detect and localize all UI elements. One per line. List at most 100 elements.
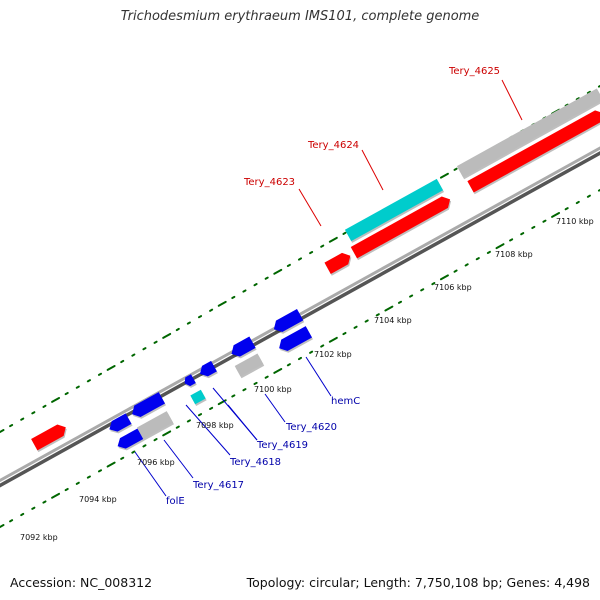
genome-backbone [0, 146, 600, 488]
gene-label-tery-4625[interactable]: Tery_4625 [448, 66, 500, 77]
upper-tick [153, 340, 158, 344]
gene-tery-4624-forward [350, 196, 451, 259]
gene-fole [117, 428, 144, 449]
lower-tick [20, 512, 25, 517]
lower-tick [153, 438, 158, 442]
gene-tery-4625 [467, 110, 600, 193]
lower-tick [186, 419, 191, 423]
upper-tick [64, 391, 69, 396]
lower-tick [575, 200, 580, 205]
upper-tick [97, 372, 103, 376]
gene-label-fole[interactable]: folE [166, 496, 185, 507]
leader-line [163, 439, 194, 479]
lower-tick [586, 194, 591, 198]
upper-tick [209, 308, 214, 312]
leader-line [134, 451, 167, 497]
lower-tick [264, 375, 269, 379]
upper-tick [106, 364, 116, 371]
upper-tick [597, 84, 600, 88]
topology-text: Topology: circular; Length: 7,750,108 bp… [246, 575, 590, 590]
gene-reverse [273, 309, 304, 333]
gene-label-tery-4623[interactable]: Tery_4623 [243, 177, 295, 188]
gene-hemc [279, 326, 313, 352]
leader-line [305, 356, 332, 397]
lower-tick [431, 282, 436, 286]
upper-tick [264, 276, 269, 280]
gene-label-tery-4624[interactable]: Tery_4624 [307, 140, 359, 151]
upper-tick [9, 424, 14, 428]
gene-label-tery-4619[interactable]: Tery_4619 [256, 440, 308, 451]
lower-tick [142, 444, 147, 448]
lower-tick [464, 263, 469, 267]
gene-forward [31, 424, 66, 451]
map-title: Trichodesmium erythraeum IMS101, complet… [120, 9, 480, 24]
upper-tick [586, 90, 591, 94]
lower-tick [42, 500, 47, 504]
lower-tick [131, 450, 136, 454]
lower-tick [375, 313, 380, 317]
lower-tick [75, 481, 80, 485]
upper-tick [439, 172, 449, 179]
gene-rna [344, 178, 444, 242]
lower-tick [439, 274, 449, 281]
scale-label: 7104 kbp [374, 316, 412, 325]
upper-tick [162, 332, 172, 339]
gene-reverse [109, 413, 132, 432]
lower-tick [353, 325, 358, 329]
upper-tick [20, 417, 25, 421]
upper-tick [42, 404, 47, 408]
leader-line [298, 188, 322, 227]
lower-tick [273, 368, 283, 374]
upper-tick [575, 97, 580, 101]
label-leader-lines [134, 79, 523, 497]
upper-tick [142, 347, 147, 351]
upper-tick [253, 283, 258, 287]
lower-tick [342, 331, 347, 336]
gene-label-tery-4618[interactable]: Tery_4618 [229, 457, 281, 468]
upper-tick [342, 231, 347, 235]
leader-line [501, 79, 523, 121]
gene-label-hemc[interactable]: hemC [331, 396, 360, 407]
upper-tick [273, 268, 283, 275]
lower-tick [384, 305, 394, 312]
upper-tick [328, 236, 338, 243]
lower-tick [320, 344, 325, 348]
gene-reverse [200, 360, 217, 377]
gene-tery-4623 [324, 252, 351, 274]
gene-other-grey [136, 411, 174, 439]
upper-tick [75, 385, 80, 389]
lower-tick [197, 413, 203, 417]
lower-tick [106, 461, 116, 468]
gene-rna-small [190, 389, 206, 405]
lower-tick [364, 319, 369, 323]
upper-tick [197, 315, 203, 319]
lower-tick [542, 219, 547, 223]
gene-label-tery-4617[interactable]: Tery_4617 [192, 480, 244, 491]
gene-reverse [184, 374, 196, 387]
accession-text: Accession: NC_008312 [10, 575, 153, 590]
scale-label: 7094 kbp [79, 495, 117, 504]
scale-label: 7098 kbp [196, 421, 234, 430]
gene-reverse [132, 392, 166, 418]
lower-tick [397, 300, 403, 304]
scale-label: 7110 kbp [556, 217, 594, 226]
lower-tick [531, 225, 536, 230]
upper-tick [286, 263, 291, 267]
upper-tick [453, 167, 458, 171]
lower-tick [475, 257, 480, 261]
lower-tick [31, 506, 36, 510]
upper-tick [186, 321, 191, 325]
upper-tick [297, 257, 303, 261]
upper-tick [86, 379, 91, 383]
gene-reverse [231, 336, 256, 357]
lower-tick [409, 294, 414, 298]
gene-label-tery-4620[interactable]: Tery_4620 [285, 422, 337, 433]
lower-tick [0, 524, 5, 529]
upper-tick [175, 327, 180, 332]
scale-label: 7106 kbp [434, 283, 472, 292]
lower-tick [242, 388, 247, 392]
upper-tick [242, 289, 247, 293]
scale-label: 7108 kbp [495, 250, 533, 259]
scale-label: 7100 kbp [254, 385, 292, 394]
